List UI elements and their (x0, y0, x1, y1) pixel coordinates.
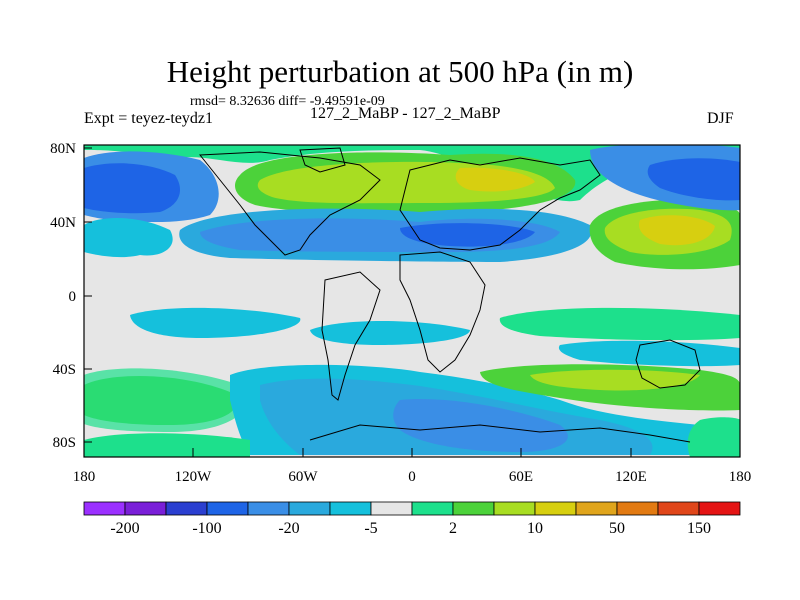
africa-outline (399, 251, 486, 373)
colorbar-swatch (534, 501, 577, 516)
colorbar-swatch (452, 501, 495, 516)
plot-title: Height perturbation at 500 hPa (in m) (166, 54, 634, 89)
colorbar-swatch (657, 501, 700, 516)
y-tick-label: 40S (53, 362, 76, 378)
experiment-label: Expt = teyez-teydz1 (84, 110, 213, 127)
sh-green-east-inner (530, 369, 700, 391)
x-tick-label: 60E (509, 469, 533, 485)
colorbar-swatch (329, 501, 372, 516)
south-america-outline (321, 271, 381, 401)
pacific-high-core (638, 215, 715, 246)
y-tick-label: 80N (50, 141, 76, 157)
colorbar-label: 150 (687, 520, 711, 537)
case-label: 127_2_MaBP - 127_2_MaBP (310, 105, 501, 122)
colorbar (83, 501, 741, 516)
colorbar-swatch (165, 501, 208, 516)
colorbar-label: 50 (609, 520, 625, 537)
x-tick-label: 120W (175, 469, 213, 485)
season-label: DJF (707, 110, 734, 127)
colorbar-swatch (698, 501, 741, 516)
y-tick-label: 40N (50, 215, 76, 231)
tropical-cyan-center (310, 321, 470, 345)
west-nh-low-core (84, 163, 180, 214)
sh-green-far-east (687, 417, 740, 457)
colorbar-swatch (288, 501, 331, 516)
tropical-green-east (499, 307, 740, 341)
stats-line: rmsd= 8.32636 diff= -9.49591e-09 (190, 94, 385, 109)
colorbar-label: 2 (449, 520, 457, 537)
colorbar-label: 10 (527, 520, 543, 537)
x-axis: 180 120W 60W 0 60E 120E 180 (73, 448, 752, 485)
x-tick-label: 0 (408, 469, 416, 485)
y-tick-label: 80S (53, 435, 76, 451)
europe-asia-outline (399, 157, 601, 251)
tropical-cyan-west (130, 307, 301, 338)
ne-low-core (647, 158, 740, 201)
antarctica-outline (309, 424, 691, 443)
contour-fields (84, 145, 740, 457)
colorbar-swatch (206, 501, 249, 516)
australia-outline (635, 339, 701, 389)
nh-green-band (84, 145, 740, 202)
midlat-low (84, 218, 173, 258)
midlat-low-east-core (400, 223, 535, 247)
sh-cyan-east (558, 340, 740, 367)
colorbar-swatch (83, 501, 126, 516)
central-nh-high-core (455, 167, 535, 192)
greenland-outline (299, 147, 346, 173)
colorbar-swatch (616, 501, 659, 516)
colorbar-label: -100 (192, 520, 221, 537)
x-tick-label: 180 (729, 469, 752, 485)
colorbar-swatch (493, 501, 536, 516)
colorbar-swatch (124, 501, 167, 516)
colorbar-swatch (411, 501, 454, 516)
colorbar-label: -5 (364, 520, 377, 537)
continent-outlines (198, 147, 701, 443)
colorbar-swatch (575, 501, 618, 516)
x-tick-label: 180 (73, 469, 96, 485)
colorbar-swatch (247, 501, 290, 516)
y-tick-label: 0 (69, 289, 77, 305)
colorbar-swatch (370, 501, 413, 516)
colorbar-labels: -200 -100 -20 -5 2 10 50 150 (110, 520, 711, 537)
x-tick-label: 120E (615, 469, 647, 485)
x-tick-label: 60W (288, 469, 318, 485)
colorbar-label: -200 (110, 520, 139, 537)
sh-green-west-outer (84, 368, 247, 432)
colorbar-label: -20 (278, 520, 299, 537)
sh-green-bottom-west (84, 433, 250, 457)
north-america-outline (198, 151, 381, 256)
y-axis: 80N 40N 0 40S 80S (50, 141, 92, 451)
